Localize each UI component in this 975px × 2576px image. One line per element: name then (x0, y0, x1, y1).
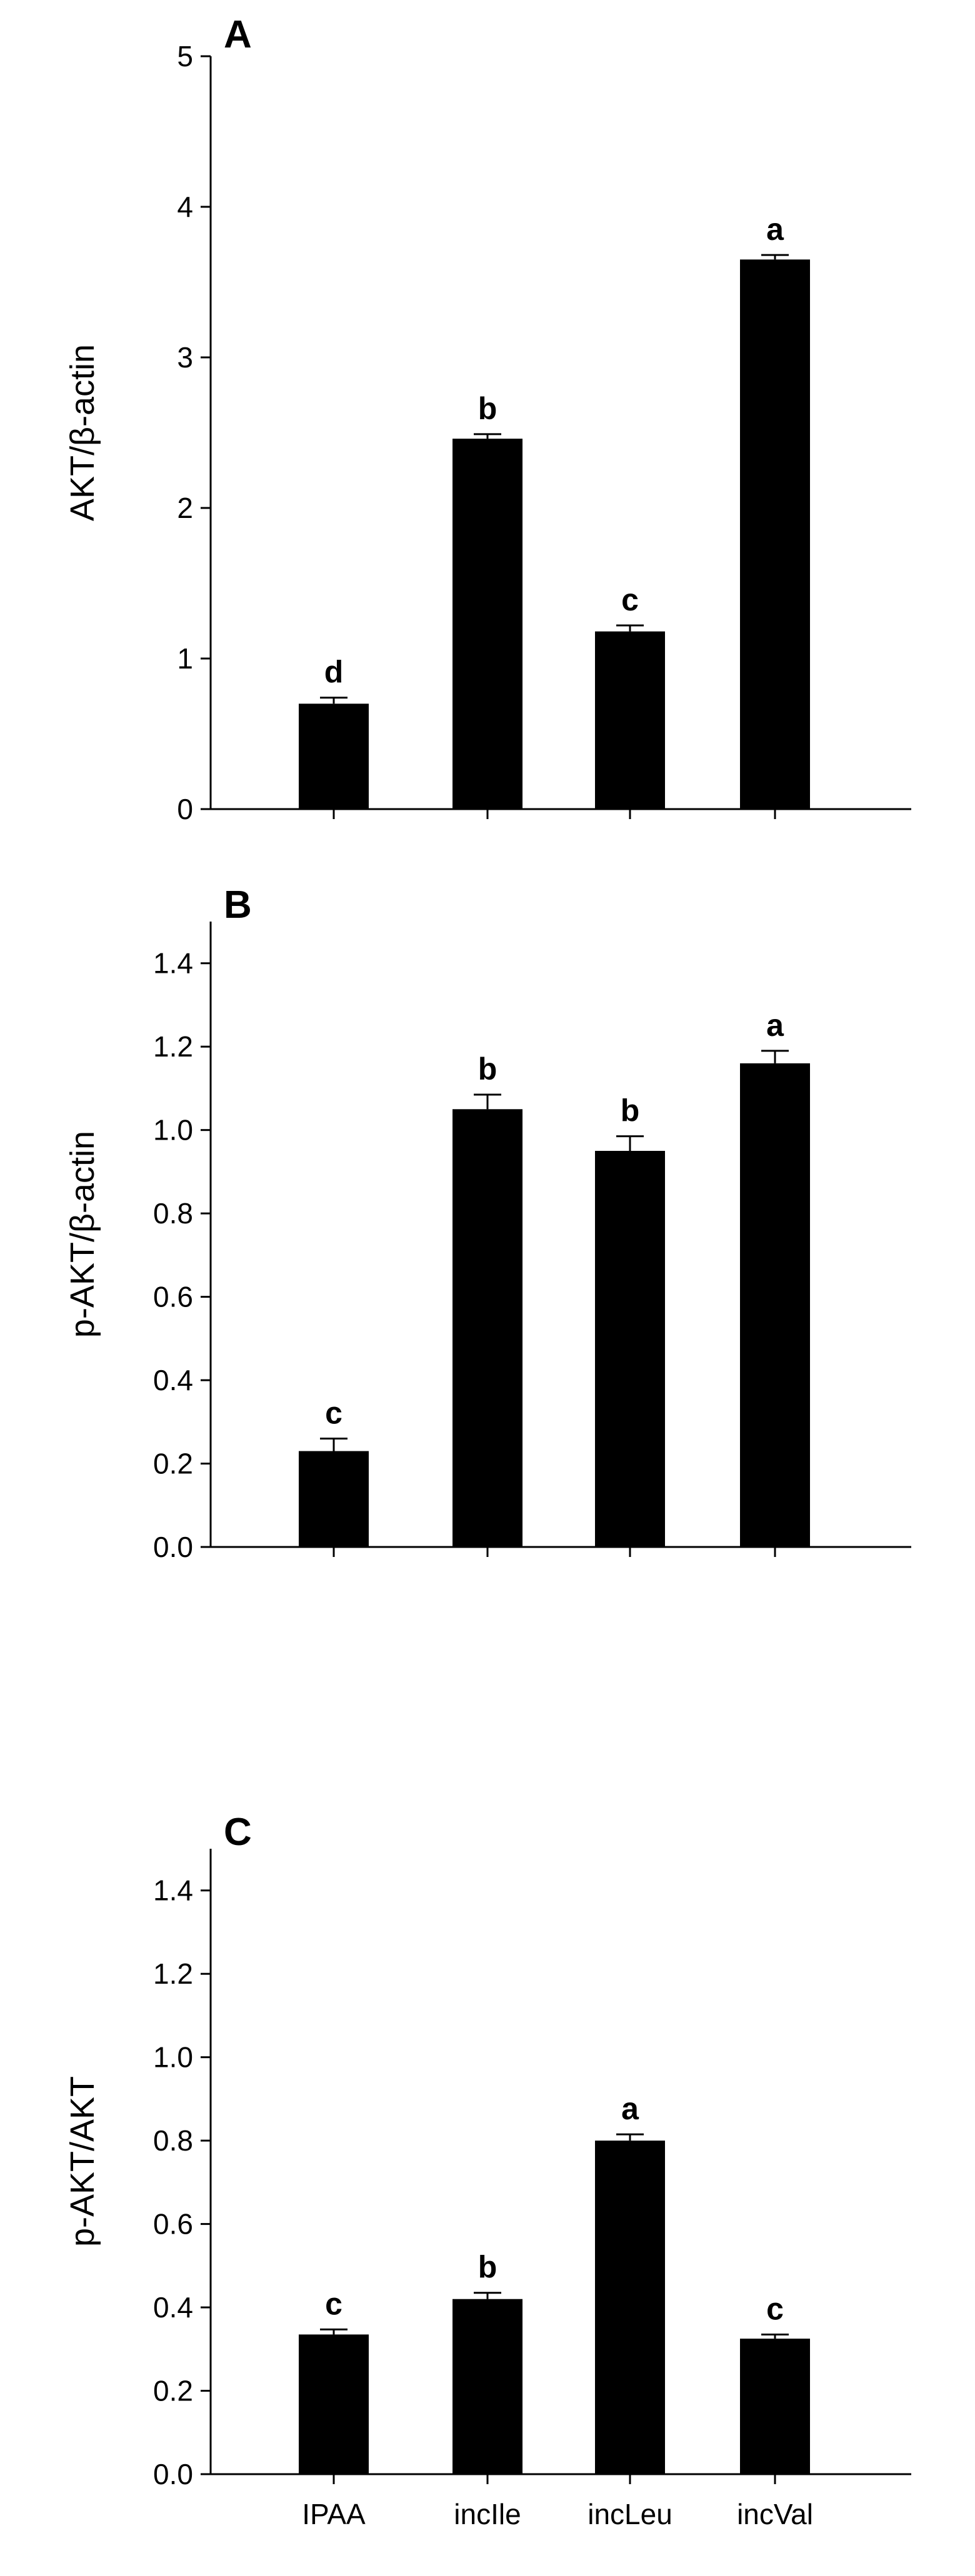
x-tick-label: incVal (737, 2498, 813, 2530)
y-tick-label: 0.6 (153, 2208, 193, 2240)
y-tick-label: 0.2 (153, 1448, 193, 1480)
bar-incleu (595, 1151, 665, 1547)
y-tick-label: 1.0 (153, 2041, 193, 2074)
x-tick-label: incLeu (588, 2498, 672, 2530)
significance-letter: a (766, 212, 784, 247)
y-tick-label: 1.2 (153, 1030, 193, 1063)
bar-incile (452, 1109, 522, 1547)
significance-letter: c (621, 582, 639, 617)
y-tick-label: 0.0 (153, 1531, 193, 1563)
chart-panel-b: 0.0 0.2 0.4 0.6 0.8 1.0 1.2 1.4 p-AKT/β-actin Bc b… (64, 883, 911, 1563)
y-axis-label: AKT/β-actin (64, 344, 101, 521)
bar-ipaa (299, 2334, 369, 2474)
chart-panel-c: 0.0 0.2 0.4 0.6 0.8 1.0 1.2 1.4 p-AKT/AKT Cc b a c IP… (64, 1811, 911, 2530)
panel-letter: C (224, 1811, 252, 1854)
bar-incval (740, 2339, 810, 2474)
y-tick-label: 1 (177, 642, 193, 675)
y-tick-label: 1.0 (153, 1114, 193, 1146)
significance-letter: a (766, 1008, 784, 1043)
significance-letter: b (478, 391, 498, 426)
y-tick-label: 1.2 (153, 1957, 193, 1990)
y-tick-label: 0.8 (153, 2124, 193, 2157)
bar-incile (452, 2299, 522, 2474)
bar-incile (452, 439, 522, 809)
y-axis-label: p-AKT/AKT (64, 2076, 101, 2247)
y-tick-label: 0.8 (153, 1197, 193, 1230)
bar-incval (740, 259, 810, 810)
y-tick-label: 0.4 (153, 2291, 193, 2324)
y-tick-label: 0.6 (153, 1281, 193, 1313)
y-tick-label: 1.4 (153, 1874, 193, 1907)
panel-letter: A (224, 13, 252, 56)
chart-panel-a: 0 1 2 3 4 5 AKT/β-actin Ad b c a (64, 13, 911, 825)
significance-letter: b (478, 1052, 498, 1087)
significance-letter: d (324, 655, 344, 690)
y-tick-label: 3 (177, 341, 193, 374)
y-tick-label: 0.0 (153, 2458, 193, 2490)
panel-letter: B (224, 883, 252, 927)
y-tick-label: 4 (177, 191, 193, 223)
y-axis-label: p-AKT/β-actin (64, 1131, 101, 1338)
y-tick-label: 1.4 (153, 947, 193, 980)
bar-incleu (595, 631, 665, 809)
y-tick-label: 0 (177, 793, 193, 825)
significance-letter: c (766, 2291, 784, 2326)
significance-letter: c (325, 2286, 342, 2321)
bar-ipaa (299, 704, 369, 809)
y-tick-label: 0.2 (153, 2375, 193, 2407)
y-tick-label: 2 (177, 492, 193, 524)
y-tick-label: 5 (177, 40, 193, 72)
significance-letter: b (478, 2250, 498, 2285)
bar-incval (740, 1063, 810, 1547)
significance-letter: c (325, 1395, 342, 1430)
significance-letter: b (621, 1093, 640, 1128)
bar-ipaa (299, 1451, 369, 1547)
bar-incleu (595, 2141, 665, 2474)
y-tick-label: 0.4 (153, 1364, 193, 1396)
x-tick-label: IPAA (302, 2498, 366, 2530)
x-tick-label: incIle (454, 2498, 521, 2530)
significance-letter: a (621, 2091, 639, 2126)
